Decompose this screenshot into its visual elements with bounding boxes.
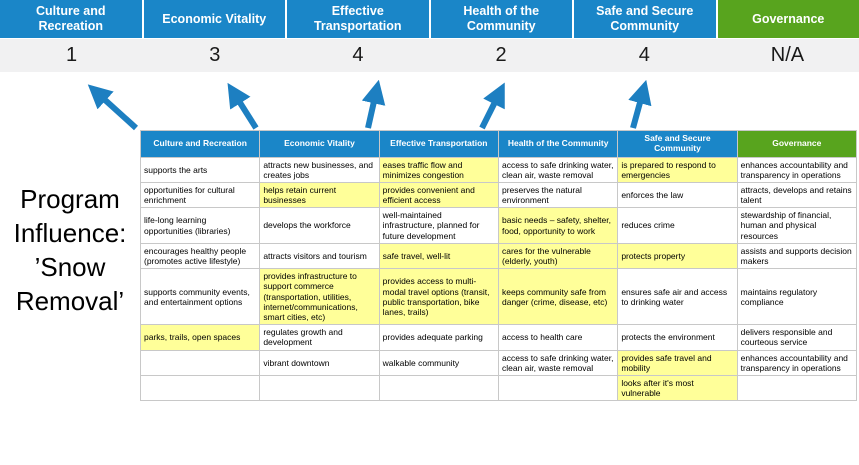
matrix-body: supports the arts attracts new businesses… (139, 156, 858, 402)
matrix-column-header: Safe and Secure Community (617, 130, 738, 158)
matrix-cell: delivers responsible and courteous servi… (736, 324, 858, 351)
matrix-cell: enhances accountability and transparency… (736, 156, 858, 183)
scoreboard-header: Safe and Secure Community (574, 0, 716, 38)
matrix-column-header: Health of the Community (497, 130, 619, 158)
scoreboard-headers: Culture and Recreation Economic Vitality E… (0, 0, 859, 38)
matrix-row: vibrant downtown walkable community access… (139, 349, 858, 376)
matrix-row: opportunities for cultural enrichment hel… (139, 181, 858, 209)
up-arrow-icon (361, 79, 386, 129)
matrix-cell: reduces crime (617, 207, 738, 244)
matrix-cell: supports the arts (139, 156, 261, 183)
scoreboard-header: Effective Transportation (287, 0, 429, 38)
matrix-cell (139, 374, 261, 402)
matrix-row: supports the arts attracts new businesses… (139, 156, 858, 183)
matrix-cell: walkable community (378, 349, 499, 376)
matrix-cell: provides access to multi-modal travel op… (378, 268, 499, 326)
matrix-cell: vibrant downtown (259, 349, 380, 376)
up-arrow-icon (87, 84, 139, 131)
matrix-cell: eases traffic flow and minimizes congest… (378, 156, 499, 183)
up-arrow-icon (628, 79, 652, 129)
scoreboard-header: Culture and Recreation (0, 0, 142, 38)
matrix-cell (497, 374, 619, 402)
matrix-cell: protects the environment (617, 324, 738, 351)
matrix-column-header: Governance (736, 130, 858, 158)
matrix-cell: looks after it's most vulnerable (617, 374, 738, 402)
matrix-cell: attracts new businesses, and creates job… (259, 156, 380, 183)
matrix-cell: provides infrastructure to support comme… (259, 268, 380, 326)
scoreboard-score: N/A (770, 44, 805, 66)
matrix-cell: keeps community safe from danger (crime,… (497, 268, 619, 326)
matrix-cell: provides adequate parking (378, 324, 499, 351)
matrix-row: supports community events, and entertain… (139, 268, 858, 326)
matrix-cell: access to safe drinking water, clean air… (497, 156, 619, 183)
matrix-cell: provides convenient and efficient access (378, 181, 499, 209)
matrix-cell: preserves the natural environment (497, 181, 619, 209)
matrix-row: parks, trails, open spaces regulates grow… (139, 324, 858, 351)
matrix-cell (139, 349, 261, 376)
matrix-cell: attracts visitors and tourism (259, 242, 380, 270)
matrix-cell: protects property (617, 242, 738, 270)
scoreboard-score: 4 (638, 44, 650, 66)
matrix-cell: well-maintained infrastructure, planned … (378, 207, 499, 244)
matrix-cell: parks, trails, open spaces (139, 324, 261, 351)
matrix-cell: enforces the law (617, 181, 738, 209)
matrix-column-header: Effective Transportation (378, 130, 499, 158)
matrix-cell: attracts, develops and retains talent (736, 181, 858, 209)
matrix-cell: regulates growth and development (259, 324, 380, 351)
matrix-cell: stewardship of financial, human and phys… (736, 207, 858, 244)
matrix-cell: enhances accountability and transparency… (736, 349, 858, 376)
matrix-cell: life-long learning opportunities (librar… (139, 207, 261, 244)
arrow-icons (87, 79, 652, 131)
matrix-cell: helps retain current businesses (259, 181, 380, 209)
matrix-cell: opportunities for cultural enrichment (139, 181, 261, 209)
matrix-cell: ensures safe air and access to drinking … (617, 268, 738, 326)
matrix-cell: basic needs – safety, shelter, food, opp… (497, 207, 619, 244)
scoreboard-scores: 1 3 4 2 4 N/A (0, 39, 859, 72)
matrix-cell: supports community events, and entertain… (139, 268, 261, 326)
matrix-cell: provides safe travel and mobility (617, 349, 738, 376)
scoreboard-score: 1 (66, 44, 78, 66)
matrix-cell: maintains regulatory compliance (736, 268, 858, 326)
matrix-cell: assists and supports decision makers (736, 242, 858, 270)
matrix-cell: access to health care (497, 324, 619, 351)
scoreboard-score: 4 (352, 44, 364, 66)
matrix-cell: access to safe drinking water, clean air… (497, 349, 619, 376)
scoreboard-header: Economic Vitality (143, 0, 285, 38)
matrix-cell: is prepared to respond to emergencies (617, 156, 738, 183)
scoreboard-header: Governance (717, 0, 859, 38)
matrix-row: looks after it's most vulnerable (139, 374, 858, 402)
matrix-row: life-long learning opportunities (librar… (139, 207, 858, 244)
matrix-cell: encourages healthy people (promotes acti… (139, 242, 261, 270)
influence-matrix: Culture and Recreation Economic Vitality E… (139, 130, 858, 402)
scoreboard-score: 2 (495, 44, 507, 66)
matrix-cell (736, 374, 858, 402)
matrix-column-header: Culture and Recreation (139, 130, 261, 158)
matrix-header: Culture and Recreation Economic Vitality E… (139, 130, 858, 158)
matrix-cell: develops the workforce (259, 207, 380, 244)
matrix-cell: cares for the vulnerable (elderly, youth… (497, 242, 619, 270)
matrix-row: encourages healthy people (promotes acti… (139, 242, 858, 270)
up-arrow-icon (479, 82, 505, 130)
page-title: Program Influence: ’Snow Removal’ (13, 184, 127, 316)
matrix-cell (378, 374, 499, 402)
matrix-header-row: Culture and Recreation Economic Vitality E… (139, 130, 858, 158)
up-arrow-icon (227, 82, 259, 130)
matrix-cell: safe travel, well-lit (378, 242, 499, 270)
scoreboard-header: Health of the Community (430, 0, 572, 38)
matrix-column-header: Economic Vitality (259, 130, 380, 158)
matrix-cell (259, 374, 380, 402)
scoreboard-score: 3 (209, 44, 221, 66)
